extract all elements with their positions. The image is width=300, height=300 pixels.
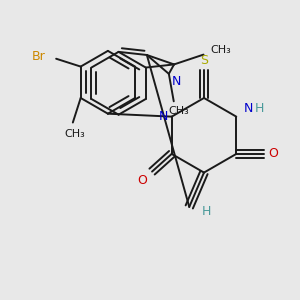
Text: O: O (268, 147, 278, 161)
Text: CH₃: CH₃ (64, 129, 85, 139)
Text: O: O (137, 174, 147, 187)
Text: N: N (243, 102, 253, 115)
Text: N: N (159, 110, 169, 123)
Text: N: N (172, 75, 182, 88)
Text: H: H (202, 205, 212, 218)
Text: CH₃: CH₃ (211, 45, 232, 55)
Text: Br: Br (32, 50, 45, 63)
Text: H: H (255, 102, 265, 115)
Text: S: S (200, 54, 208, 67)
Text: CH₃: CH₃ (168, 106, 189, 116)
